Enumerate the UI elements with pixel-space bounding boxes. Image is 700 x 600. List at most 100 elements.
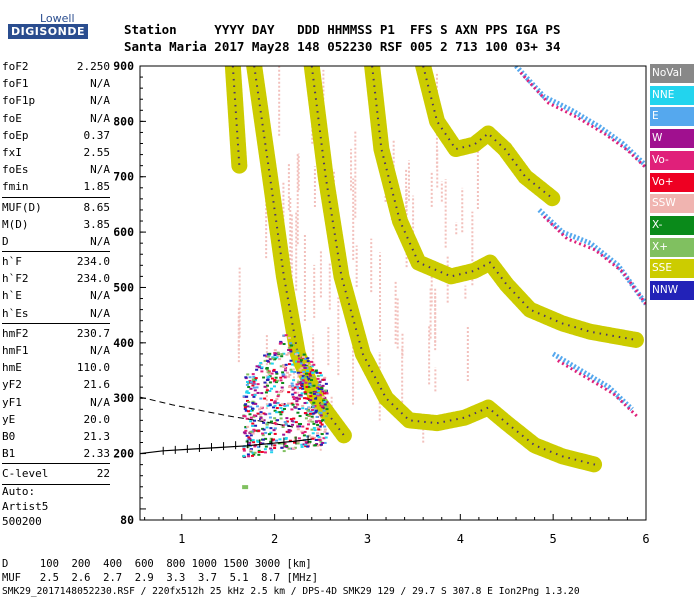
- echo-point: [244, 403, 248, 406]
- echo-point: [268, 416, 272, 419]
- echo-point: [252, 386, 256, 389]
- echo-point: [249, 449, 253, 452]
- echo-point: [283, 442, 287, 445]
- param-row: foEs N/A: [2, 161, 110, 178]
- echo-point: [324, 399, 328, 402]
- echo-point: [306, 408, 310, 411]
- echo-point: [266, 353, 270, 356]
- echo-point: [304, 417, 308, 420]
- echo-point: [260, 392, 264, 395]
- echo-point: [282, 450, 286, 453]
- param-name: foF1p: [2, 94, 36, 108]
- echo-point: [289, 418, 293, 421]
- echo-point: [308, 410, 312, 413]
- echo-point: [320, 388, 324, 391]
- echo-point: [262, 412, 266, 415]
- echo-point: [279, 417, 283, 420]
- echo-point: [251, 373, 255, 376]
- param-name: foF2: [2, 60, 29, 73]
- echo-point: [314, 369, 318, 372]
- echo-point: [275, 381, 279, 384]
- echo-point: [278, 411, 282, 414]
- echo-point: [291, 396, 295, 399]
- echo-point: [307, 393, 311, 396]
- echo-point: [293, 391, 297, 394]
- echo-point: [310, 428, 314, 431]
- param-row: foE N/A: [2, 110, 110, 127]
- echo-point: [253, 383, 257, 386]
- echo-point: [253, 419, 257, 422]
- echo-point: [259, 442, 263, 445]
- param-row: hmF2 230.7: [2, 325, 110, 342]
- echo-point: [257, 429, 261, 432]
- echo-point: [287, 391, 291, 394]
- echo-point: [322, 399, 326, 402]
- echo-point: [251, 432, 255, 435]
- echo-point: [262, 376, 266, 379]
- echo-point: [253, 394, 257, 397]
- echo-point: [260, 366, 264, 369]
- y-tick-label: 900: [113, 59, 134, 73]
- echo-point: [300, 382, 304, 385]
- echo-point: [320, 443, 324, 446]
- echo-point: [275, 411, 279, 414]
- echo-point: [275, 439, 279, 442]
- param-value: 2.250: [76, 60, 110, 73]
- param-value: 1.85: [83, 180, 111, 194]
- echo-point: [257, 453, 261, 456]
- echo-point: [246, 453, 250, 456]
- param-separator: [2, 463, 110, 465]
- echo-point: [247, 386, 251, 389]
- echo-point: [248, 380, 252, 383]
- echo-point: [283, 376, 287, 379]
- echo-point: [244, 409, 248, 412]
- echo-point: [304, 443, 308, 446]
- echo-point: [246, 425, 250, 428]
- echo-point: [319, 414, 323, 417]
- param-row: foF2 2.250: [2, 58, 110, 75]
- echo-point: [295, 400, 299, 403]
- echo-point: [242, 445, 246, 448]
- echo-point: [301, 425, 305, 428]
- echo-point: [305, 386, 309, 389]
- echo-point: [269, 447, 273, 450]
- param-row: C-level 22: [2, 465, 110, 482]
- echo-point: [253, 451, 257, 454]
- echo-point: [275, 390, 279, 393]
- param-name: fmin: [2, 180, 29, 194]
- echo-point: [283, 374, 287, 377]
- echo-point: [289, 348, 293, 351]
- echo-point: [308, 372, 312, 375]
- echo-point: [285, 446, 289, 449]
- echo-point: [273, 427, 277, 430]
- echo-point: [309, 385, 313, 388]
- echo-point: [248, 376, 252, 379]
- echo-point: [304, 358, 308, 361]
- echo-point: [324, 389, 328, 392]
- echo-point: [249, 434, 253, 437]
- echo-point: [302, 434, 306, 437]
- echo-point: [265, 367, 269, 370]
- echo-point: [291, 384, 295, 387]
- echo-point: [323, 376, 327, 379]
- echo-point: [252, 380, 256, 383]
- echo-point: [279, 365, 283, 368]
- echo-point: [316, 390, 320, 393]
- echo-point: [313, 405, 317, 408]
- echo-point: [311, 408, 315, 411]
- auto-label: Auto:: [2, 485, 36, 498]
- echo-point: [256, 383, 260, 386]
- param-name: C-level: [2, 467, 49, 481]
- echo-point: [298, 387, 302, 390]
- echo-point: [267, 373, 271, 376]
- echo-point: [252, 428, 256, 431]
- echo-point: [300, 384, 304, 387]
- echo-point-isolated: [242, 485, 249, 490]
- echo-point: [252, 395, 256, 398]
- param-value: 234.0: [76, 255, 110, 269]
- echo-point: [256, 440, 260, 443]
- hf-trace-x-1: [542, 215, 646, 307]
- echo-point: [252, 453, 256, 456]
- echo-point: [251, 400, 255, 403]
- param-value: 234.0: [76, 272, 110, 286]
